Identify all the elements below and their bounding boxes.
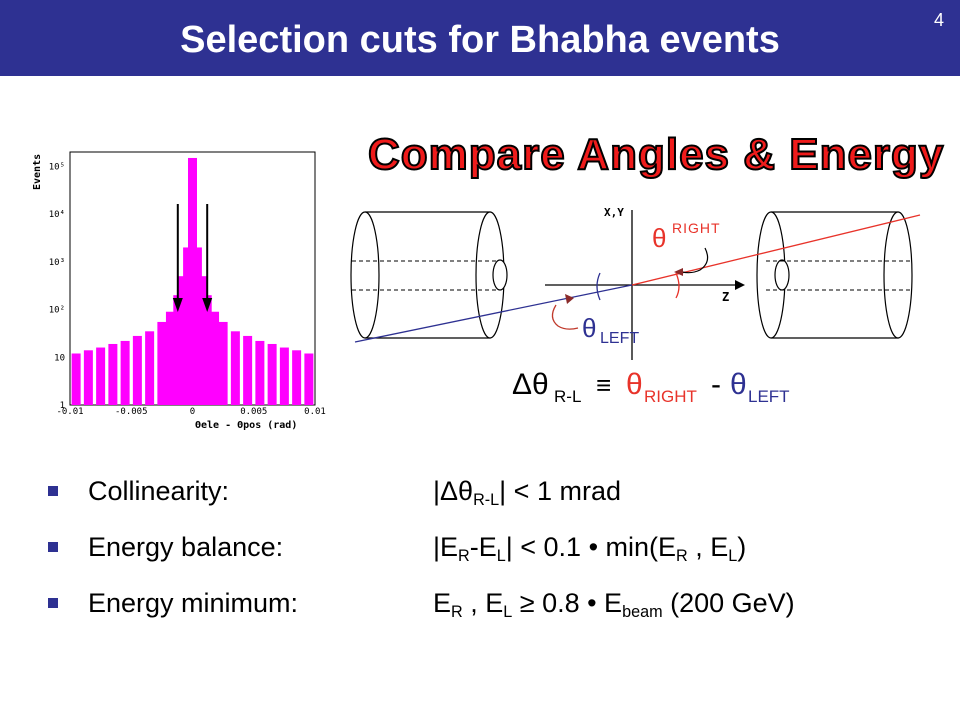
histogram-bar [188,157,197,405]
title-bar [0,0,960,76]
left-track [354,284,633,343]
cut-value: |ΔθR-L| < 1 mrad [433,476,621,509]
histogram-bar [83,350,93,405]
theta-left-symbol: θ [582,313,596,343]
cut-arrow-head [172,298,183,312]
histogram-bar [183,247,193,405]
delta-theta-formula: Δθ R-L ≡ θ RIGHT - θ LEFT [512,368,790,406]
cut-value: |ER-EL| < 0.1 • min(ER , EL) [433,532,747,565]
histogram-bar [210,311,220,405]
histogram-bar [197,276,207,405]
formula-lhs-sub: R-L [554,387,581,406]
cut-arrow-head [202,298,213,312]
x-tick-label: 0.005 [240,407,267,417]
formula-theta-right-sub: RIGHT [644,387,697,406]
y-tick-label: 10³ [49,258,65,268]
bullet-square-icon [48,542,58,552]
cut-label: Energy minimum: [88,588,299,618]
formula-theta-right: θ [626,368,643,401]
histogram-bar [71,353,81,405]
histogram-bar [304,353,314,405]
histogram-bar [96,347,106,405]
histogram-bar [192,247,202,405]
histogram-bar [279,347,289,405]
tick-labels: -0.01 -0.005 0 0.005 0.01 1 10 10² 10³ 10⁴ 10⁵ [49,162,326,417]
detector-diagram: X,Y Z θ RIGHT θ LEFT [350,206,921,360]
chart-area: -0.01 -0.005 0 0.005 0.01 1 10 10² 10³ 10⁴ 10⁵ Eve… [32,151,326,431]
bars-group [71,157,314,405]
histogram-bar [178,276,188,405]
x-tick-label: -0.01 [56,407,83,417]
xy-axis-label: X,Y [604,206,624,219]
histogram-bar [218,321,228,405]
slide-number: 4 [933,10,944,30]
y-tick-label: 10 [54,353,65,363]
formula-lhs: Δθ [512,368,549,401]
histogram-bar [173,295,183,405]
formula-equiv: ≡ [596,370,611,400]
histogram-bar [132,335,142,405]
y-tick-label: 10⁵ [49,162,65,172]
x-axis-label: Θele - Θpos (rad) [195,420,297,431]
formula-theta-left-sub: LEFT [748,387,790,406]
histogram-bar [202,295,212,405]
theta-right-symbol: θ [652,223,666,253]
z-axis-label: Z [722,290,729,304]
histogram-bar [292,350,302,405]
formula-minus: - [711,368,721,401]
left-detector [350,211,508,339]
x-tick-label: 0.01 [304,407,326,417]
headline: Compare Angles & Energy [367,129,945,180]
x-tick-label: -0.005 [115,407,148,417]
x-tick-label: 0 [190,407,195,417]
cut-value: ER , EL ≥ 0.8 • Ebeam (200 GeV) [433,588,795,621]
slide-title: Selection cuts for Bhabha events [180,19,780,61]
cut-label: Energy balance: [88,532,284,562]
histogram-bar [267,343,277,405]
histogram-bar [165,311,175,405]
y-tick-label: 1 [60,401,65,411]
y-tick-label: 10⁴ [49,210,65,220]
formula-theta-left: θ [730,368,747,401]
y-tick-label: 10² [49,306,65,316]
theta-left-label: LEFT [600,330,639,347]
cut-arrows [172,204,213,312]
bullet-square-icon [48,486,58,496]
y-axis-label: Events [32,154,43,190]
theta-right-label: RIGHT [672,220,721,236]
cut-label: Collinearity: [88,476,230,506]
right-detector [756,211,913,339]
histogram-bar [120,340,130,405]
histogram-bar [157,321,167,405]
histogram-bar [243,335,253,405]
histogram-bar [255,340,265,405]
histogram-bar [230,331,240,405]
histogram-bar [108,343,118,405]
histogram-bar [145,331,155,405]
bullet-square-icon [48,598,58,608]
